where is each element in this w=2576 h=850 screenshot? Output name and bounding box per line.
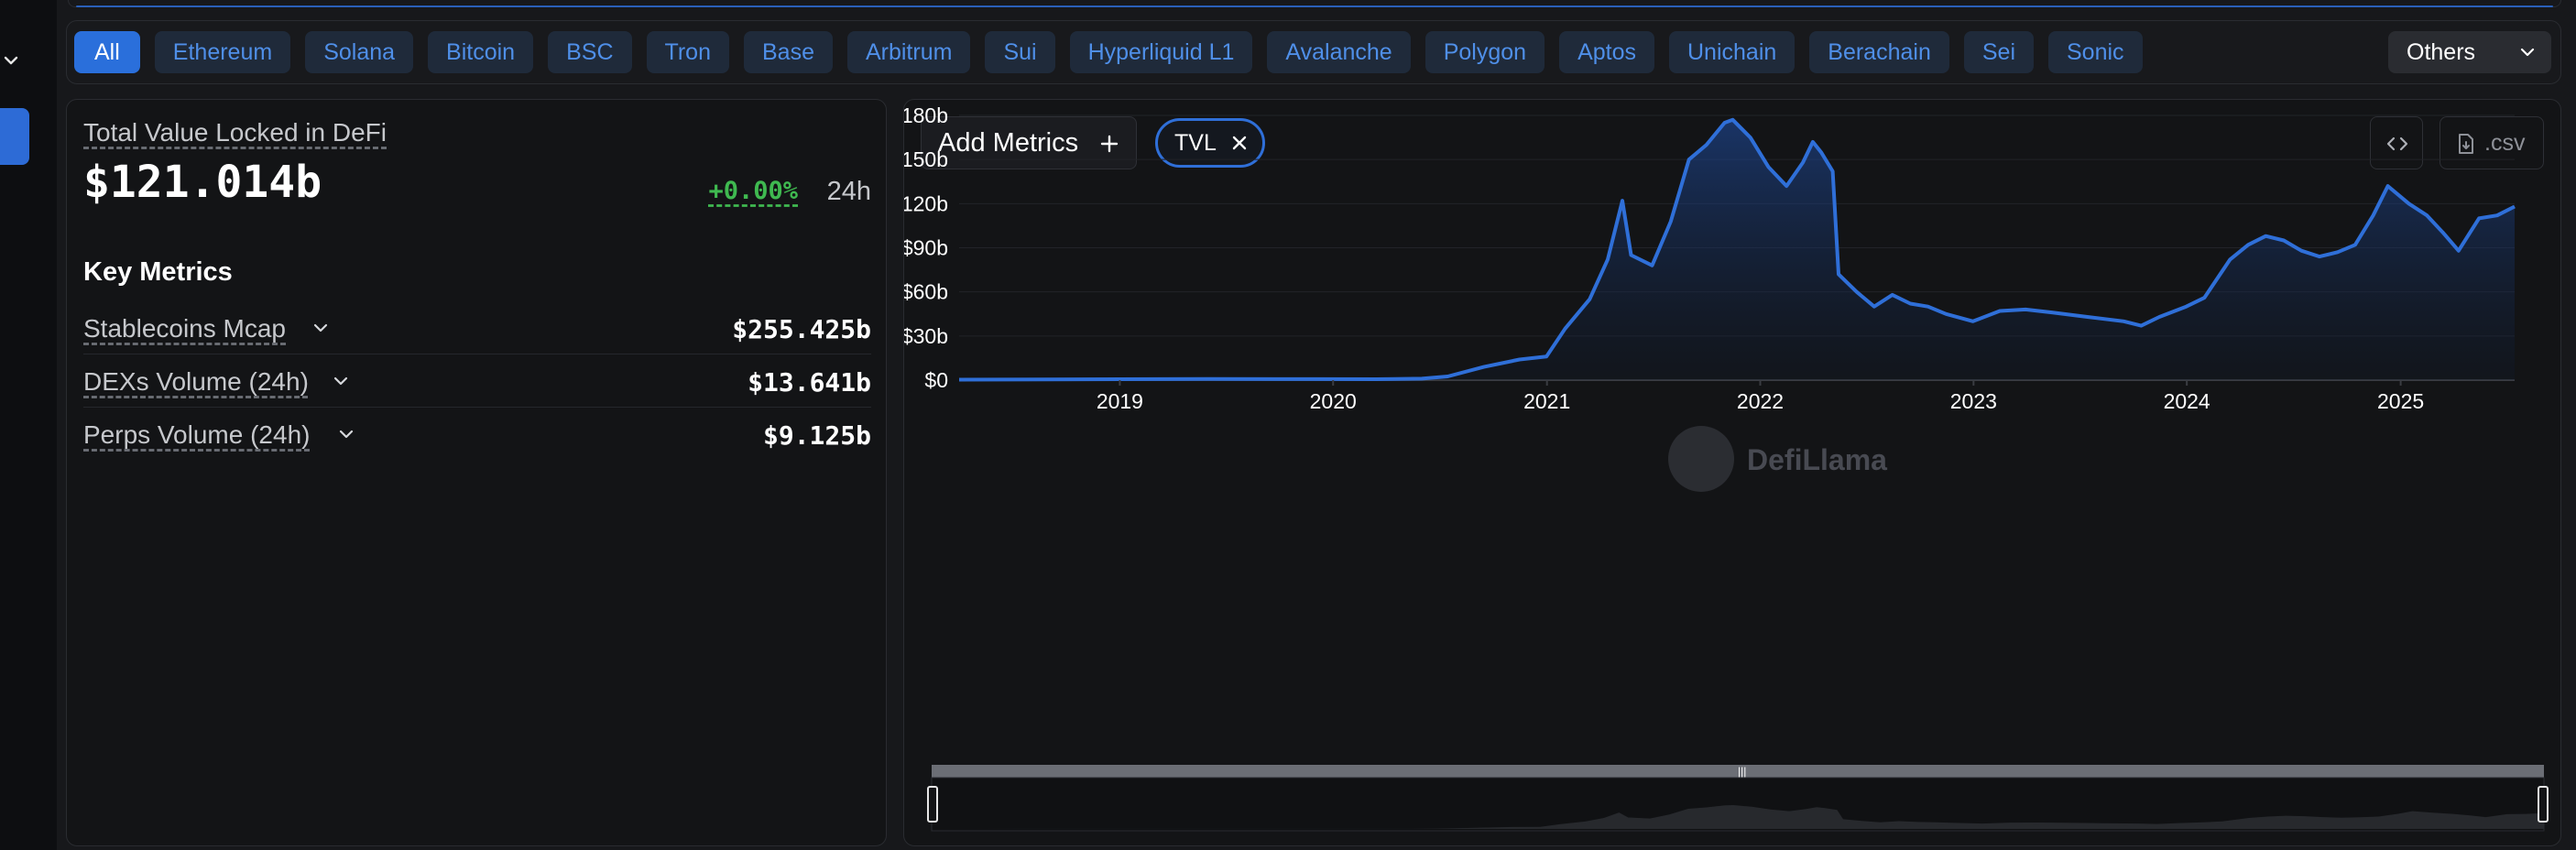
chain-tab-bsc[interactable]: BSC bbox=[548, 31, 632, 73]
tvl-summary-card: Total Value Locked in DeFi $121.014b +0.… bbox=[66, 99, 887, 846]
x-tick-label: 2025 bbox=[2377, 389, 2424, 413]
chain-selector-bar: All Ethereum Solana Bitcoin BSC Tron Base Arbit… bbox=[66, 20, 2561, 84]
chain-tab-avalanche[interactable]: Avalanche bbox=[1267, 31, 1411, 73]
chevron-down-icon bbox=[2520, 48, 2535, 57]
y-axis-ticks: $0 $30b $60b $90b $120b $150b $180b bbox=[904, 104, 948, 392]
plus-icon bbox=[1100, 135, 1119, 153]
chain-tab-sui[interactable]: Sui bbox=[985, 31, 1055, 73]
metric-value: $255.425b bbox=[732, 314, 871, 344]
x-tick-label: 2024 bbox=[2164, 389, 2210, 413]
file-download-icon bbox=[2459, 134, 2473, 154]
x-tick-label: 2022 bbox=[1737, 389, 1784, 413]
tvl-area-fill bbox=[959, 119, 2515, 381]
x-tick-label: 2020 bbox=[1310, 389, 1357, 413]
y-tick-label: $60b bbox=[904, 280, 948, 304]
metric-label: Stablecoins Mcap bbox=[83, 314, 287, 343]
range-slider[interactable]: ||| bbox=[927, 765, 2549, 832]
chain-tab-base[interactable]: Base bbox=[743, 31, 833, 73]
chain-tab-unichain[interactable]: Unichain bbox=[1669, 31, 1796, 73]
chain-tab-berachain[interactable]: Berachain bbox=[1809, 31, 1949, 73]
add-metrics-label: Add Metrics bbox=[938, 128, 1079, 158]
code-icon bbox=[2386, 136, 2408, 151]
chain-tab-bitcoin[interactable]: Bitcoin bbox=[428, 31, 534, 73]
metric-label: Perps Volume (24h) bbox=[83, 420, 311, 449]
y-tick-label: $90b bbox=[904, 236, 948, 260]
embed-code-button[interactable] bbox=[2370, 116, 2423, 169]
chain-tab-sei[interactable]: Sei bbox=[1963, 31, 2034, 73]
chevron-down-icon bbox=[339, 430, 354, 439]
others-dropdown-button[interactable]: Others bbox=[2388, 31, 2551, 73]
x-tick-label: 2023 bbox=[1950, 389, 1997, 413]
metric-value: $9.125b bbox=[762, 420, 871, 451]
tvl-chart-card: Add Metrics TVL .csv DefiLl bbox=[903, 99, 2561, 846]
search-bar-edge bbox=[68, 0, 2561, 7]
chain-tabs: All Ethereum Solana Bitcoin BSC Tron Base Arbit… bbox=[74, 31, 2143, 73]
chain-tab-aptos[interactable]: Aptos bbox=[1559, 31, 1654, 73]
chain-tab-hyperliquid-l1[interactable]: Hyperliquid L1 bbox=[1069, 31, 1253, 73]
add-metrics-button[interactable]: Add Metrics bbox=[921, 116, 1137, 169]
chevron-down-icon[interactable] bbox=[2, 51, 20, 70]
range-slider-preview bbox=[932, 805, 2544, 829]
download-csv-button[interactable]: .csv bbox=[2440, 116, 2544, 169]
range-slider-bar[interactable] bbox=[932, 765, 2544, 778]
metric-value: $13.641b bbox=[748, 367, 871, 398]
metric-row-perps-volume[interactable]: Perps Volume (24h) $9.125b bbox=[83, 409, 871, 461]
x-tick-label: 2021 bbox=[1523, 389, 1570, 413]
chain-tab-tron[interactable]: Tron bbox=[646, 31, 729, 73]
csv-label: .csv bbox=[2484, 130, 2526, 156]
y-tick-label: $180b bbox=[904, 104, 948, 127]
watermark-label: DefiLlama bbox=[1747, 443, 1887, 476]
tvl-change-percent: +0.00% bbox=[708, 177, 798, 205]
range-slider-left-handle[interactable] bbox=[927, 786, 938, 823]
chain-tab-polygon[interactable]: Polygon bbox=[1424, 31, 1545, 73]
chevron-down-icon bbox=[313, 323, 328, 332]
metric-row-dexs-volume[interactable]: DEXs Volume (24h) $13.641b bbox=[83, 356, 871, 408]
x-tick-label: 2019 bbox=[1097, 389, 1143, 413]
tvl-value: $121.014b bbox=[83, 157, 322, 208]
metric-row-stablecoins[interactable]: Stablecoins Mcap $255.425b bbox=[83, 303, 871, 354]
y-tick-label: $150b bbox=[904, 147, 948, 171]
chevron-down-icon bbox=[333, 376, 348, 386]
metric-chip-label: TVL bbox=[1174, 130, 1217, 156]
metric-label: DEXs Volume (24h) bbox=[83, 367, 309, 396]
chain-tab-ethereum[interactable]: Ethereum bbox=[154, 31, 291, 73]
key-metrics-title: Key Metrics bbox=[83, 257, 233, 287]
chain-tab-arbitrum[interactable]: Arbitrum bbox=[846, 31, 971, 73]
range-slider-right-handle[interactable] bbox=[2538, 786, 2549, 823]
y-tick-label: $30b bbox=[904, 324, 948, 348]
tvl-change-period: 24h bbox=[826, 177, 871, 206]
x-axis-ticks: 2019 2020 2021 2022 2023 2024 2025 bbox=[1097, 380, 2424, 413]
tvl-series-line bbox=[958, 117, 2516, 382]
y-tick-label: $120b bbox=[904, 191, 948, 215]
sidebar-active-indicator[interactable] bbox=[0, 108, 29, 165]
chain-tab-sonic[interactable]: Sonic bbox=[2048, 31, 2143, 73]
defillama-watermark: DefiLlama bbox=[1668, 426, 1887, 492]
chain-tab-solana[interactable]: Solana bbox=[305, 31, 414, 73]
close-icon[interactable] bbox=[1231, 135, 1248, 151]
y-tick-label: $0 bbox=[924, 368, 948, 392]
tvl-area-chart[interactable]: DefiLlama $0$30b$60b$90b$120b$150b$180b … bbox=[904, 100, 2562, 847]
others-label: Others bbox=[2407, 39, 2476, 65]
tvl-label: Total Value Locked in DeFi bbox=[83, 118, 387, 147]
range-slider-grip-icon[interactable]: ||| bbox=[1738, 765, 1746, 778]
chain-tab-all[interactable]: All bbox=[74, 31, 140, 73]
